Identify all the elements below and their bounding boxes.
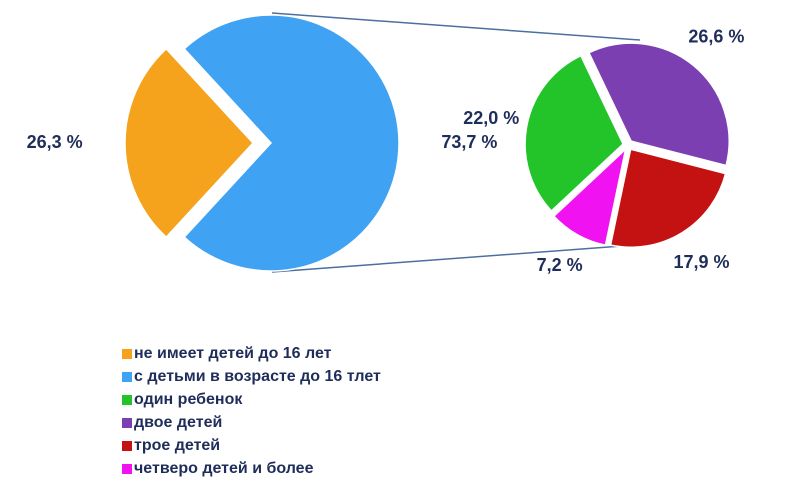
connector-line: [271, 245, 623, 273]
pie-slice: [552, 147, 627, 247]
value-label: 7,2 %: [537, 255, 583, 275]
legend-label: четверо детей и более: [134, 460, 314, 477]
legend-swatch: [122, 349, 132, 359]
value-label: 17,9 %: [673, 252, 729, 272]
legend-swatch: [122, 418, 132, 428]
connector-line: [271, 12, 641, 41]
value-label: 26,6 %: [688, 26, 744, 46]
legend-label: двое детей: [134, 414, 222, 431]
pie-slice: [609, 148, 727, 248]
legend-label: не имеет детей до 16 лет: [134, 345, 332, 362]
legend-swatch: [122, 441, 132, 451]
legend-label: с детьми в возрасте до 16 тлет: [134, 368, 381, 385]
pie-slice: [183, 14, 400, 272]
value-label: 26,3 %: [27, 132, 83, 152]
legend-label: один ребенок: [134, 391, 243, 408]
pie-slice: [587, 42, 730, 167]
legend-swatch: [122, 464, 132, 474]
pie-slice: [124, 47, 255, 239]
legend-label: трое детей: [134, 437, 220, 454]
value-label: 73,7 %: [441, 132, 497, 152]
value-label: 22,0 %: [463, 108, 519, 128]
legend-swatch: [122, 395, 132, 405]
legend-swatch: [122, 372, 132, 382]
pie-slice: [524, 54, 625, 212]
